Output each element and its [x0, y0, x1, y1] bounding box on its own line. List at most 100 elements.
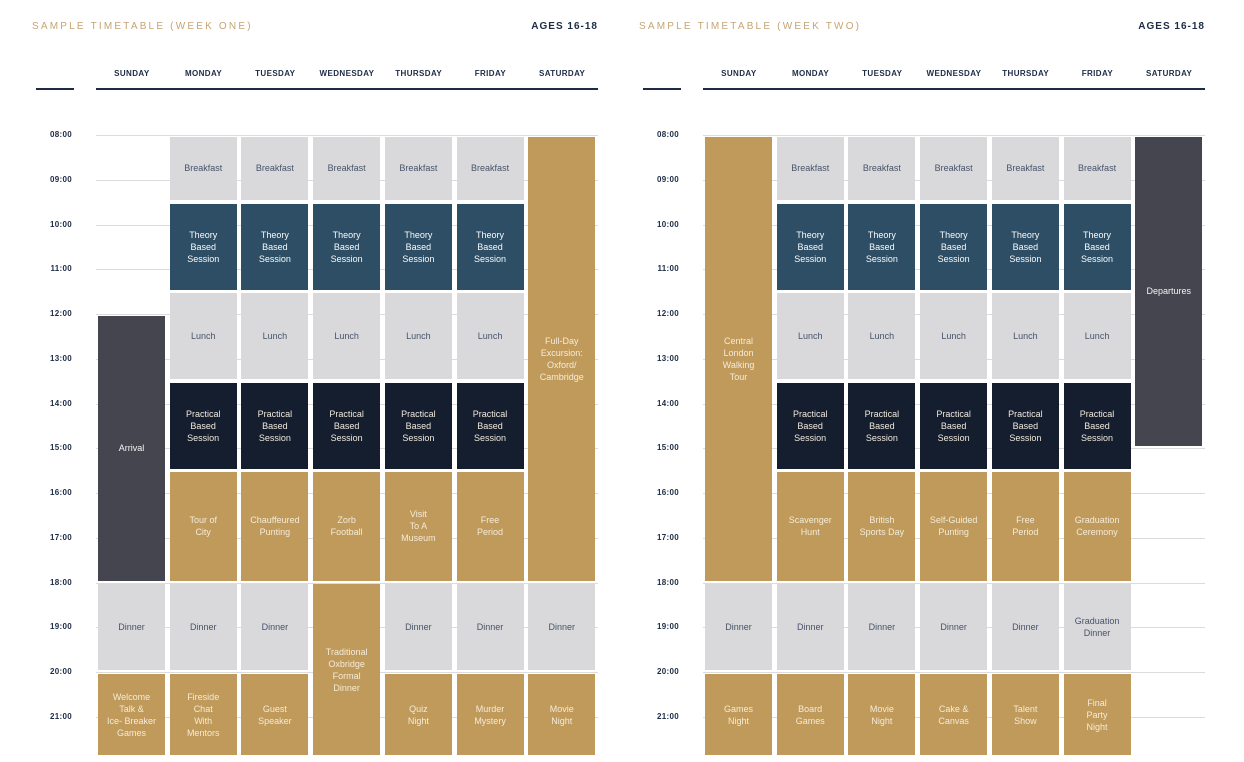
time-label: 11:00	[50, 264, 72, 274]
event-cell: Lunch	[384, 293, 452, 380]
event-cell: Breakfast	[241, 136, 309, 201]
event-cell: Lunch	[991, 293, 1059, 380]
event-cell: Lunch	[313, 293, 381, 380]
day-label: THURSDAY	[395, 69, 443, 78]
event-cell: Dinner	[456, 584, 524, 671]
day-label: TUESDAY	[862, 69, 903, 78]
time-label: 17:00	[657, 532, 679, 542]
event-cell: Scavenger Hunt	[776, 472, 844, 581]
event-cell: Practical Based Session	[848, 382, 916, 469]
event-cell: Dinner	[384, 584, 452, 671]
time-label: 09:00	[50, 174, 72, 184]
event-cell: Lunch	[456, 293, 524, 380]
event-cell: Graduation Dinner	[1063, 584, 1131, 671]
event-cell: Theory Based Session	[241, 203, 309, 290]
event-cell: Dinner	[705, 584, 772, 671]
event-cell: Theory Based Session	[313, 203, 381, 290]
day-label: FRIDAY	[1081, 69, 1114, 78]
event-cell: Breakfast	[1063, 136, 1131, 201]
event-cell: Talent Show	[991, 673, 1059, 756]
time-label: 08:00	[657, 130, 679, 139]
event-cell: Lunch	[776, 293, 844, 380]
time-label: 20:00	[657, 667, 679, 677]
event-cell: Theory Based Session	[920, 203, 988, 290]
event-cell: Lunch	[1063, 293, 1131, 380]
header-rule-long	[96, 88, 598, 90]
time-label: 19:00	[657, 622, 679, 632]
event-cell: Full-Day Excursion: Oxford/ Cambridge	[528, 136, 596, 581]
event-cell: Theory Based Session	[456, 203, 524, 290]
event-cell: Tour of City	[169, 472, 237, 581]
event-cell: Practical Based Session	[991, 382, 1059, 469]
event-cell: Dinner	[776, 584, 844, 671]
event-cell: Movie Night	[528, 673, 596, 756]
event-cell: Free Period	[991, 472, 1059, 581]
event-cell: Traditional Oxbridge Formal Dinner	[313, 584, 381, 756]
event-cell: Dinner	[169, 584, 237, 671]
time-label: 12:00	[657, 309, 679, 319]
event-cell: Lunch	[848, 293, 916, 380]
day-label: TUESDAY	[255, 69, 296, 78]
gridline	[703, 135, 1205, 136]
event-cell: Practical Based Session	[169, 382, 237, 469]
event-cell: Breakfast	[991, 136, 1059, 201]
event-cell: Graduation Ceremony	[1063, 472, 1131, 581]
header-rule-long	[703, 88, 1205, 90]
event-cell: Practical Based Session	[313, 382, 381, 469]
event-cell: Fireside Chat With Mentors	[169, 673, 237, 756]
event-cell: Theory Based Session	[848, 203, 916, 290]
day-label: THURSDAY	[1002, 69, 1050, 78]
event-cell: Quiz Night	[384, 673, 452, 756]
event-cell: Dinner	[920, 584, 988, 671]
event-cell: Dinner	[528, 584, 596, 671]
event-cell: Breakfast	[848, 136, 916, 201]
time-label: 15:00	[50, 443, 72, 453]
day-label: WEDNESDAY	[319, 69, 375, 78]
event-cell: Breakfast	[169, 136, 237, 201]
event-cell: Breakfast	[313, 136, 381, 201]
event-cell: Dinner	[98, 584, 165, 671]
time-label: 15:00	[657, 443, 679, 453]
timetable-week-one: SAMPLE TIMETABLE (WEEK ONE) AGES 16-18 S…	[32, 21, 598, 756]
event-cell: Theory Based Session	[169, 203, 237, 290]
time-label: 14:00	[657, 398, 679, 408]
time-label: 08:00	[50, 130, 72, 139]
event-cell: Practical Based Session	[776, 382, 844, 469]
time-label: 10:00	[657, 219, 679, 229]
day-label: SUNDAY	[721, 69, 757, 78]
time-label: 17:00	[50, 532, 72, 542]
event-cell: Breakfast	[456, 136, 524, 201]
header-rule-short	[643, 88, 681, 90]
time-label: 14:00	[50, 398, 72, 408]
event-cell: Board Games	[776, 673, 844, 756]
gridline	[703, 582, 1205, 584]
timetable-week-two: SAMPLE TIMETABLE (WEEK TWO) AGES 16-18 S…	[607, 0, 1229, 762]
time-label: 19:00	[50, 622, 72, 632]
event-cell: Departures	[1135, 136, 1203, 447]
event-cell: Breakfast	[384, 136, 452, 201]
gridline	[703, 672, 1205, 674]
event-cell: Theory Based Session	[1063, 203, 1131, 290]
event-cell: British Sports Day	[848, 472, 916, 581]
gridline	[96, 135, 598, 136]
event-cell: Dinner	[991, 584, 1059, 671]
day-label: SUNDAY	[114, 69, 150, 78]
time-label: 13:00	[50, 353, 72, 363]
event-cell: Visit To A Museum	[384, 472, 452, 581]
time-label: 09:00	[657, 174, 679, 184]
event-cell: Games Night	[705, 673, 772, 756]
event-cell: Breakfast	[776, 136, 844, 201]
time-label: 18:00	[50, 577, 72, 587]
event-cell: Practical Based Session	[920, 382, 988, 469]
event-cell: Welcome Talk & Ice- Breaker Games	[98, 673, 165, 756]
time-label: 16:00	[657, 488, 679, 498]
event-cell: Practical Based Session	[384, 382, 452, 469]
event-cell: Arrival	[98, 315, 165, 581]
page-title: SAMPLE TIMETABLE (WEEK TWO)	[639, 21, 862, 32]
event-cell: Breakfast	[920, 136, 988, 201]
time-label: 13:00	[657, 353, 679, 363]
event-cell: Central London Walking Tour	[705, 136, 772, 581]
time-label: 21:00	[657, 712, 679, 721]
event-cell: Theory Based Session	[384, 203, 452, 290]
